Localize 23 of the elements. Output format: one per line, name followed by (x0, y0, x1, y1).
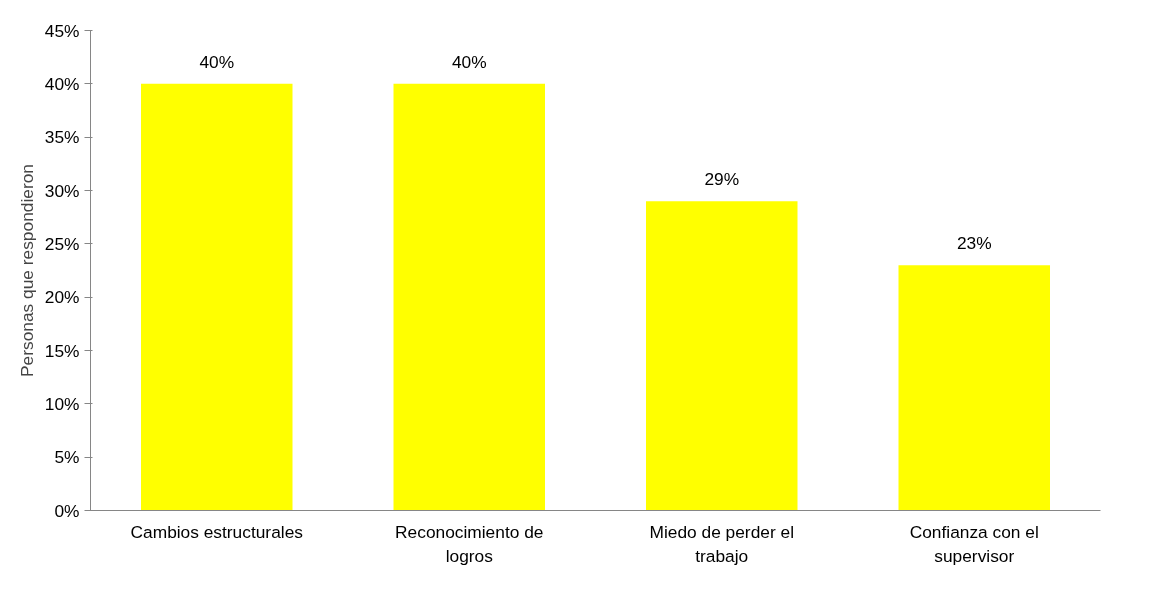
y-tick-label: 45% (44, 20, 80, 41)
x-tick-label: Confianza con el supervisor (909, 521, 1039, 566)
bar (141, 83, 293, 511)
y-axis-title: Personas que respondieron (16, 164, 37, 377)
data-label: 23% (956, 233, 992, 254)
bar (898, 265, 1050, 511)
x-tick-label: Cambios estructurales (130, 521, 304, 542)
y-tick-label: 5% (54, 447, 80, 468)
y-tick-label: 0% (54, 500, 80, 521)
y-tick-label: 40% (44, 73, 80, 94)
data-label: 29% (704, 169, 740, 190)
y-tick-label: 20% (44, 287, 80, 308)
x-tick-label: Reconocimiento de logros (395, 521, 544, 566)
y-tick-label: 25% (44, 233, 80, 254)
y-tick-label: 15% (44, 340, 80, 361)
data-label: 40% (199, 51, 235, 72)
y-tick-label: 35% (44, 127, 80, 148)
data-label: 40% (451, 51, 487, 72)
bar (646, 201, 798, 511)
x-tick-label: Miedo de perder el trabajo (649, 521, 795, 566)
y-tick-label: 30% (44, 180, 80, 201)
y-tick-label: 10% (44, 393, 80, 414)
bar (393, 83, 545, 511)
